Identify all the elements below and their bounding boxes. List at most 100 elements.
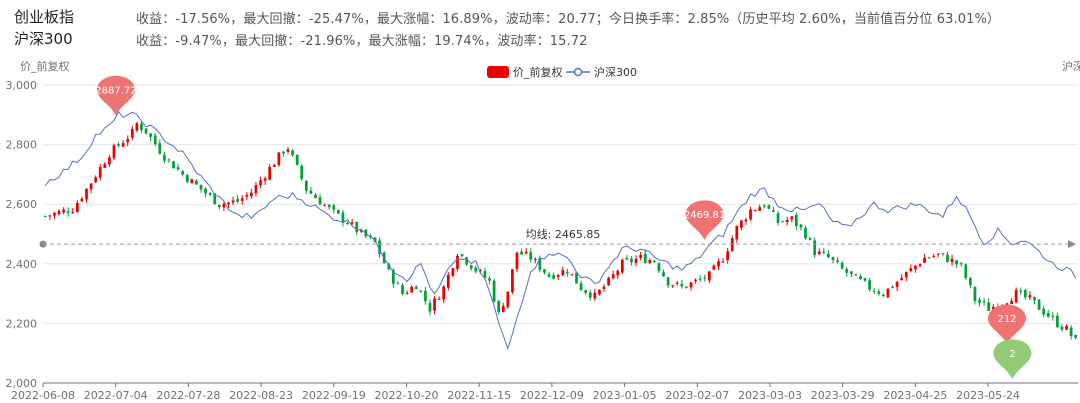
candle[interactable] — [565, 268, 569, 277]
candle[interactable] — [1037, 299, 1041, 310]
candle[interactable] — [982, 297, 986, 306]
candle[interactable] — [433, 296, 436, 315]
candle[interactable] — [378, 237, 381, 258]
candle[interactable] — [1028, 291, 1032, 300]
candle[interactable] — [552, 272, 556, 280]
candle[interactable] — [657, 262, 661, 273]
candle[interactable] — [891, 285, 894, 289]
candle[interactable] — [607, 276, 610, 286]
candle[interactable] — [900, 274, 904, 281]
candle[interactable] — [721, 258, 725, 263]
candle[interactable] — [465, 256, 468, 266]
candle[interactable] — [827, 250, 830, 259]
legend-label-hs300[interactable]: 沪深300 — [594, 65, 637, 79]
candle[interactable] — [717, 258, 720, 271]
candle[interactable] — [1033, 296, 1036, 305]
candle[interactable] — [314, 193, 317, 199]
candle[interactable] — [71, 208, 75, 214]
candle[interactable] — [707, 271, 711, 284]
candle[interactable] — [598, 289, 601, 296]
candle[interactable] — [112, 143, 116, 161]
candle[interactable] — [781, 220, 784, 223]
candle[interactable] — [419, 290, 423, 293]
candle[interactable] — [108, 154, 111, 167]
candle[interactable] — [914, 265, 917, 273]
candle[interactable] — [680, 280, 684, 289]
candle[interactable] — [359, 228, 363, 234]
candle[interactable] — [978, 297, 981, 307]
candle[interactable] — [620, 258, 624, 274]
candle[interactable] — [950, 254, 954, 266]
candle[interactable] — [446, 272, 450, 291]
candle[interactable] — [927, 256, 931, 259]
candle[interactable] — [236, 195, 240, 204]
candle[interactable] — [492, 278, 496, 303]
candle[interactable] — [121, 140, 125, 148]
candle[interactable] — [1010, 298, 1013, 305]
candle[interactable] — [158, 139, 162, 155]
candle[interactable] — [181, 170, 185, 177]
legend[interactable]: 价_前复权 沪深300 — [487, 65, 637, 79]
candle[interactable] — [346, 221, 349, 225]
candle[interactable] — [671, 284, 675, 288]
candle[interactable] — [337, 209, 340, 215]
candle[interactable] — [414, 285, 418, 290]
candle[interactable] — [172, 160, 175, 169]
candle[interactable] — [1019, 287, 1023, 296]
candle[interactable] — [1056, 312, 1059, 328]
candle[interactable] — [849, 271, 853, 278]
candle[interactable] — [772, 206, 775, 213]
candle[interactable] — [529, 248, 533, 263]
candle[interactable] — [969, 277, 972, 289]
candle[interactable] — [53, 211, 56, 219]
legend-swatch-hs300-dot[interactable] — [573, 67, 583, 77]
candle[interactable] — [712, 264, 716, 270]
candle[interactable] — [836, 256, 839, 264]
candle[interactable] — [584, 289, 588, 295]
candle[interactable] — [483, 267, 487, 280]
candle[interactable] — [630, 256, 633, 266]
candle[interactable] — [497, 300, 501, 315]
candle[interactable] — [85, 188, 88, 203]
candle[interactable] — [327, 203, 331, 210]
candle[interactable] — [941, 253, 945, 257]
candle[interactable] — [43, 215, 47, 218]
candle[interactable] — [401, 283, 404, 296]
candle[interactable] — [355, 221, 359, 235]
candle[interactable] — [767, 204, 771, 210]
candle[interactable] — [231, 196, 235, 206]
candle[interactable] — [854, 273, 858, 276]
candle[interactable] — [987, 298, 991, 311]
candle[interactable] — [808, 236, 812, 241]
candle[interactable] — [57, 208, 61, 216]
candle[interactable] — [753, 209, 757, 212]
candle[interactable] — [511, 269, 514, 295]
candle[interactable] — [217, 204, 221, 210]
candle[interactable] — [561, 266, 565, 276]
candle[interactable] — [666, 276, 670, 288]
candle[interactable] — [309, 186, 313, 195]
candle[interactable] — [117, 142, 120, 148]
candle[interactable] — [785, 216, 789, 226]
candle[interactable] — [185, 174, 189, 184]
candle[interactable] — [698, 275, 702, 283]
candle[interactable] — [955, 259, 959, 269]
candle[interactable] — [685, 286, 688, 289]
candle[interactable] — [868, 277, 871, 292]
candle[interactable] — [424, 286, 427, 305]
candle[interactable] — [639, 251, 643, 261]
candle[interactable] — [1023, 289, 1027, 300]
candle[interactable] — [144, 128, 148, 135]
candle[interactable] — [602, 284, 606, 293]
candle[interactable] — [437, 296, 441, 300]
candle[interactable] — [135, 121, 139, 133]
candle[interactable] — [190, 178, 194, 184]
candle[interactable] — [946, 251, 949, 263]
candle[interactable] — [735, 225, 739, 243]
candle[interactable] — [227, 201, 230, 209]
candle[interactable] — [304, 180, 308, 194]
candle[interactable] — [877, 288, 881, 297]
candle[interactable] — [318, 193, 322, 205]
candle[interactable] — [1074, 334, 1078, 340]
